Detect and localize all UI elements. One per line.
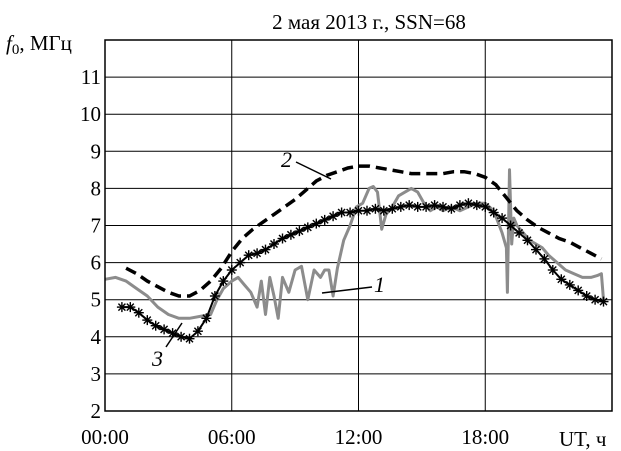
series-model-star-point [226,265,237,275]
series-model-star-point [311,218,322,229]
series-model-star-point [488,207,499,218]
series-model-dashed-line [125,164,603,298]
x-axis-label: UT, ч [559,427,607,451]
series-model-star-point [176,331,187,342]
series-model-star-point [142,315,153,326]
series-model-star-point [252,248,263,259]
x-tick-label: 12:00 [335,425,383,449]
series-model-star-point [395,201,406,212]
x-tick-label: 00:00 [81,425,129,449]
annotation-label-3: 3 [151,346,163,371]
series-model-star-point [370,203,381,214]
y-tick-labels: 2 3 4 5 6 7 8 9 10 11 [80,65,102,423]
y-tick-label: 10 [80,102,101,126]
grid [105,40,612,411]
x-tick-labels: 00:00 06:00 12:00 18:00 [81,425,509,449]
series-model-star-point [209,291,220,301]
leader-line-2 [295,161,332,180]
y-tick-label: 3 [91,362,102,386]
y-axis-label: f0, МГц [6,31,72,58]
series-model-star-point [547,265,558,275]
series-model-star-point [277,233,288,244]
y-tick-label: 4 [91,325,102,349]
series-model-star-point [302,222,313,233]
y-tick-label: 6 [91,251,102,275]
series-model-star-point [345,207,356,218]
series-model-star-point [573,285,584,296]
series-model-star-point [497,213,508,224]
series-model-star-point [260,244,271,255]
leader-line-3 [165,322,183,348]
x-tick-label: 18:00 [461,425,509,449]
series-model-star-point [556,274,567,285]
chart-title: 2 мая 2013 г., SSN=68 [272,10,466,34]
series-model-star-point [480,201,491,212]
annotations: 1 2 3 [151,147,385,371]
series-model-star-point [116,302,127,313]
series-model-star-point [192,326,203,337]
series-model-star-point [598,296,609,307]
series-observed-line [104,168,605,320]
series-model-star-point [294,226,305,237]
series-model-star-point [421,201,432,212]
series-model-star-point [353,205,364,216]
series-model-star-point [471,200,482,211]
series-model-star-point [429,200,440,211]
series-model-star-point [201,313,212,324]
series-model-star-point [564,279,575,290]
y-tick-label: 11 [81,65,101,89]
plot-frame [104,39,613,412]
y-tick-label: 7 [91,214,102,238]
series-model-star-point [269,239,279,249]
leader-line-1 [321,286,373,294]
series-model-star-point [285,229,296,240]
annotation-label-2: 2 [281,147,292,172]
series-model-star-point [539,253,550,264]
x-tick-label: 06:00 [208,425,256,449]
series-model-star-point [159,324,170,335]
series-model-star-point [378,205,389,216]
series-model-star-point [125,302,136,313]
series-model-star-point [581,291,592,301]
series-model-star-point [522,235,533,246]
series-model-star-point [336,207,347,218]
series-model-star-point [362,205,372,216]
series-model-star-point [150,320,161,331]
series-model-star-point [531,244,541,255]
series-layer [104,164,609,344]
y-tick-label: 8 [91,176,102,200]
series-model-star-point [505,220,516,231]
series-model-star-point [438,201,448,212]
y-axis-label-symbol: f [6,31,15,55]
series-model-star-point [454,200,465,211]
y-tick-label: 2 [91,399,102,423]
series-model-star-point [514,227,525,238]
series-model-star-point [243,250,254,261]
annotation-label-1: 1 [374,272,385,297]
y-tick-label: 5 [91,288,102,312]
series-model-star-point [328,211,339,222]
y-axis-label-unit: , МГц [19,31,72,55]
series-model-star-point [412,201,423,212]
series-model-star-point [463,198,474,209]
series-model-star-point [184,333,195,344]
series-model-star-point [590,294,601,305]
y-axis-label-subscript: 0 [12,42,20,58]
series-model-star-point [218,276,229,287]
series-model-star-point [235,257,246,268]
series-model-star-point [319,214,330,225]
series-model-star-point [446,203,457,214]
y-tick-label: 9 [91,139,102,163]
series-model-star-point [387,203,398,214]
series-model-star-point [404,200,415,211]
series-model-star-point [133,307,144,318]
